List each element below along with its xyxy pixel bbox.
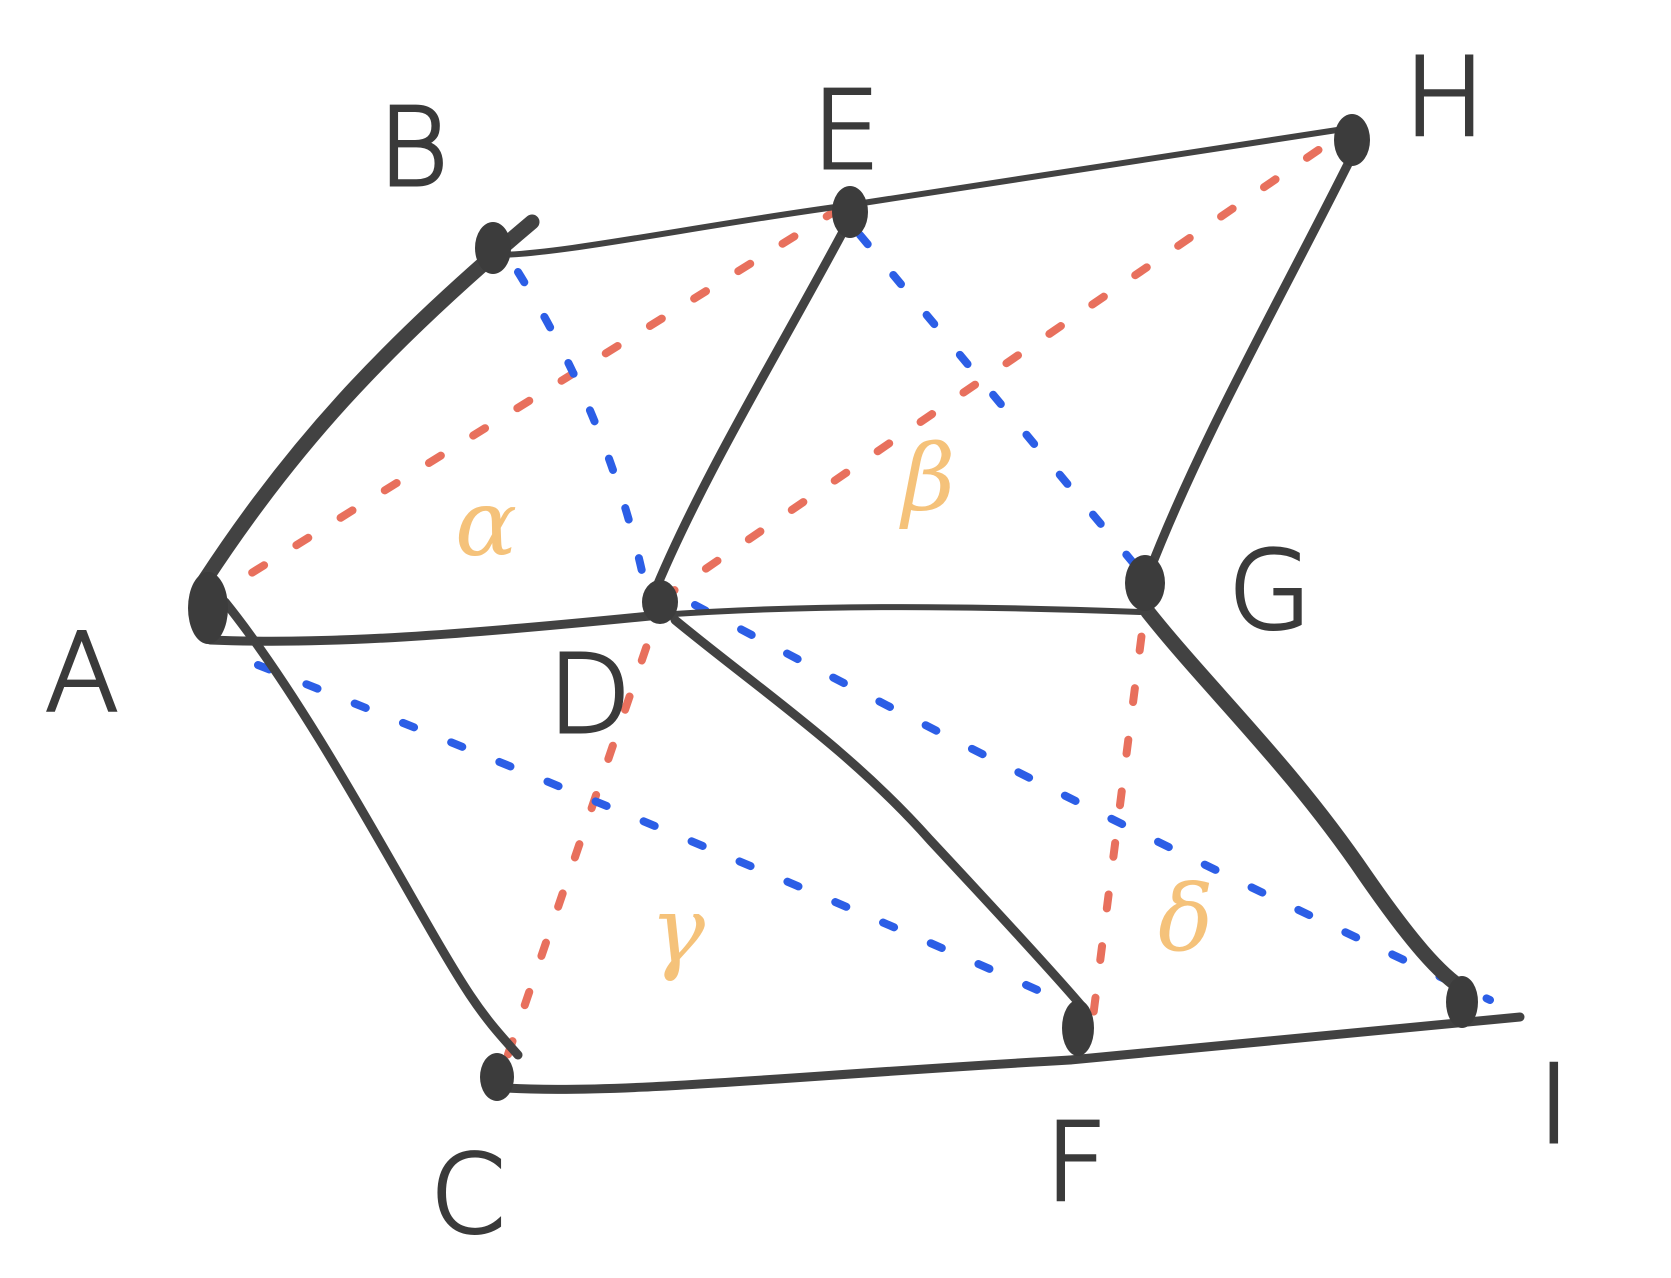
vertex-c xyxy=(480,1053,514,1101)
label-f: F xyxy=(1045,1101,1107,1226)
edge-b-e xyxy=(492,202,853,258)
diagonal-e-g xyxy=(856,231,1139,569)
region-gamma-label: γ xyxy=(650,877,706,984)
vertex-i xyxy=(1446,976,1478,1028)
diagonal-b-d xyxy=(514,268,649,589)
vertex-a xyxy=(188,572,228,644)
vertex-d xyxy=(642,580,678,624)
edge-g-h xyxy=(1143,155,1355,580)
diagonal-d-h xyxy=(659,121,1359,602)
label-i: I xyxy=(1538,1043,1570,1168)
region-delta-label: δ xyxy=(1158,865,1213,972)
region-beta-label: β xyxy=(899,425,955,532)
vertex-e xyxy=(832,186,868,238)
vertex-h xyxy=(1334,114,1370,166)
diagonal-d-c xyxy=(496,594,667,1082)
edge-a-b xyxy=(197,214,540,588)
region-alpha-label: α xyxy=(455,470,517,577)
edge-d-g xyxy=(657,604,1143,618)
diagonal-d-i xyxy=(691,601,1494,1004)
vertex-b xyxy=(475,222,511,274)
label-g: G xyxy=(1228,529,1312,654)
edge-e-h xyxy=(847,125,1353,208)
label-c: C xyxy=(430,1133,505,1258)
vertex-f xyxy=(1062,1000,1094,1056)
edge-a-c xyxy=(220,597,523,1060)
edge-c-f xyxy=(500,1055,1075,1094)
vertex-g xyxy=(1125,555,1165,611)
diagonal-a-e xyxy=(204,201,849,604)
label-b: B xyxy=(378,86,449,211)
label-a: A xyxy=(45,611,119,736)
edge-f-i xyxy=(1065,1012,1525,1065)
diagonal-g-f xyxy=(1088,581,1152,1029)
label-d: D xyxy=(548,633,631,758)
label-e: E xyxy=(812,69,880,194)
label-h: H xyxy=(1404,36,1485,161)
edge-g-i xyxy=(1140,604,1473,998)
edge-d-e xyxy=(647,223,850,603)
edge-d-f xyxy=(670,615,1090,1015)
